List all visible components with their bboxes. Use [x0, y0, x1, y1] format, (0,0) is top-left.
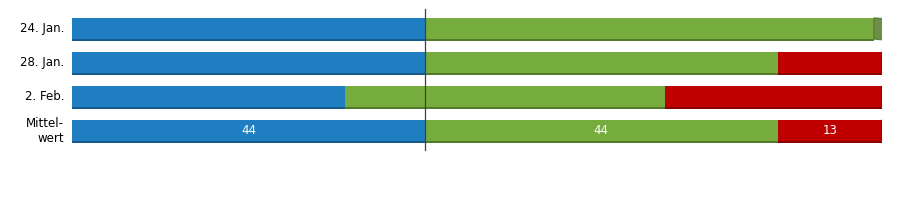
Bar: [778, 141, 882, 144]
Bar: [72, 73, 425, 75]
Bar: [425, 39, 874, 41]
Bar: [72, 141, 425, 144]
Polygon shape: [874, 18, 890, 40]
Text: 44: 44: [594, 124, 608, 137]
Bar: [72, 107, 345, 109]
Bar: [425, 18, 874, 39]
Polygon shape: [882, 120, 898, 142]
Text: 13: 13: [823, 124, 837, 137]
Polygon shape: [882, 86, 898, 108]
Bar: [425, 73, 778, 75]
Bar: [778, 120, 882, 141]
Bar: [72, 52, 425, 73]
Bar: [778, 52, 882, 73]
Bar: [425, 52, 778, 73]
Bar: [72, 86, 345, 107]
Bar: [665, 86, 882, 107]
Bar: [425, 141, 778, 144]
Bar: [72, 18, 425, 39]
Bar: [345, 86, 665, 107]
Bar: [778, 73, 882, 75]
Bar: [425, 120, 778, 141]
Text: 44: 44: [241, 124, 256, 137]
Bar: [72, 120, 425, 141]
Bar: [72, 39, 425, 41]
Bar: [345, 107, 665, 109]
Bar: [665, 107, 882, 109]
Polygon shape: [882, 52, 898, 74]
